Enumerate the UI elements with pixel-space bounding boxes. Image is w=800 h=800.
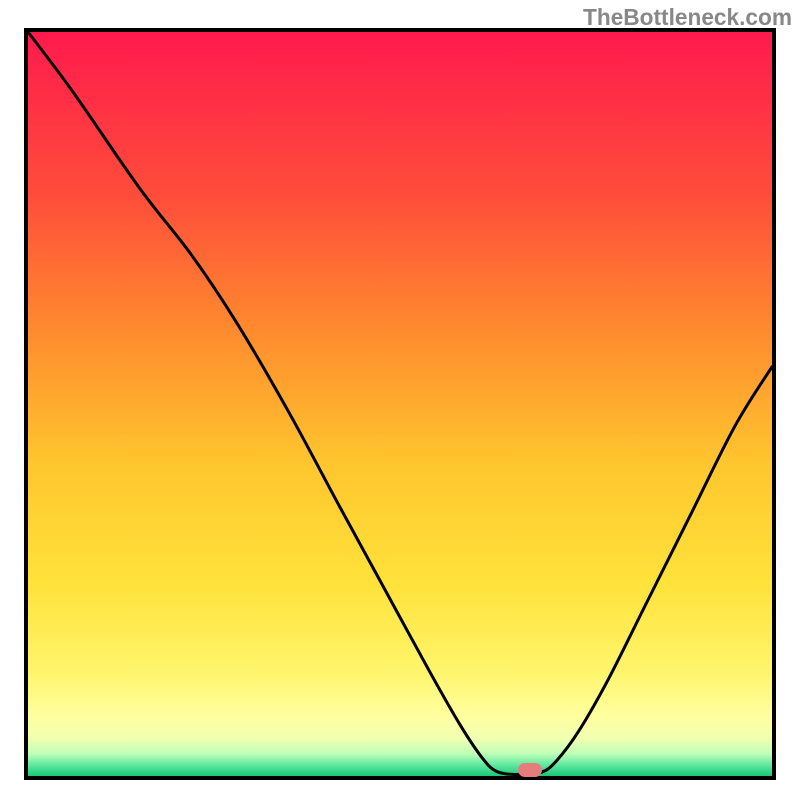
- watermark-text: TheBottleneck.com: [583, 4, 792, 31]
- curve-path: [28, 32, 772, 775]
- bottleneck-curve: [28, 32, 772, 776]
- plot-area: [24, 28, 776, 780]
- optimum-marker: [518, 763, 542, 777]
- bottleneck-chart: TheBottleneck.com: [0, 0, 800, 800]
